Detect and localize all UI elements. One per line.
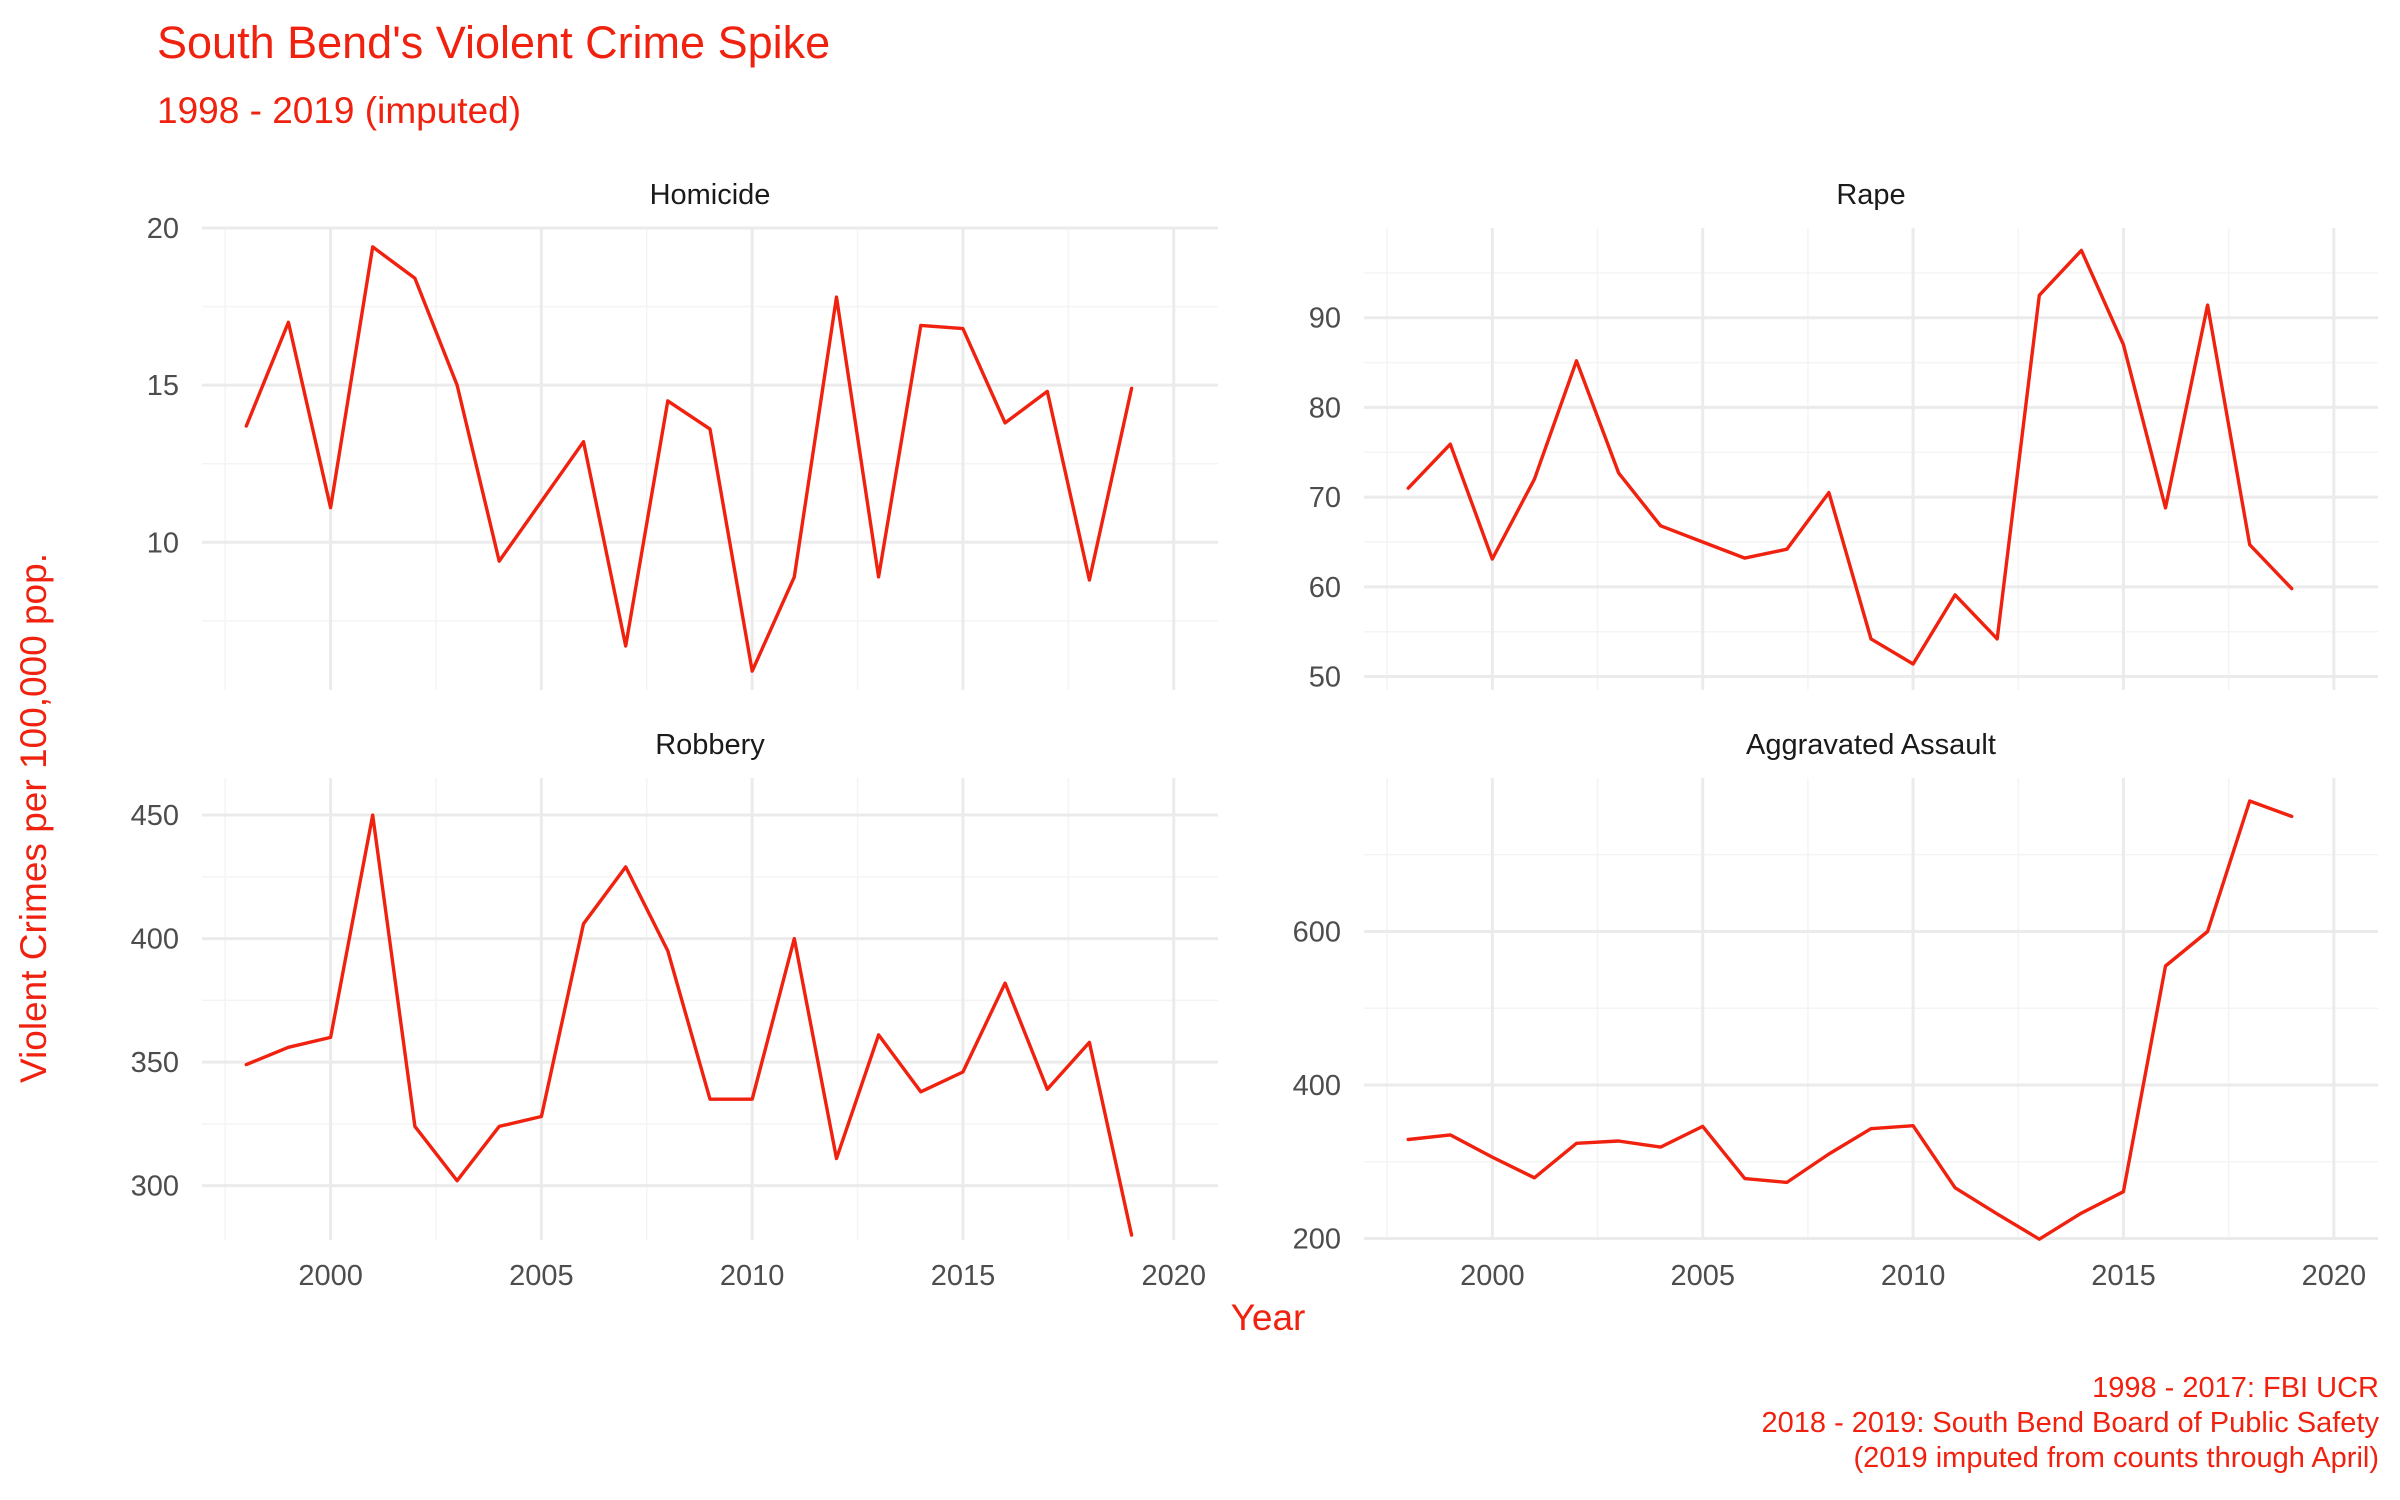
x-axis-title: Year — [1231, 1297, 1306, 1338]
facet-panels: 10 15 20 Homicide 50 60 70 80 90 Rape 300 350 400 450… — [131, 179, 2378, 1292]
x-tick-label: 2005 — [509, 1260, 574, 1292]
series-line-rape — [1406, 248, 2294, 666]
y-tick-label: 300 — [131, 1171, 179, 1203]
y-tick-label: 90 — [1309, 303, 1341, 335]
panel-rape: 50 60 70 80 90 Rape — [1309, 179, 2378, 694]
y-tick-label: 50 — [1309, 662, 1341, 694]
y-tick-label: 400 — [131, 924, 179, 956]
y-tick-label: 70 — [1309, 482, 1341, 514]
facet-label-rape: Rape — [1836, 179, 1905, 211]
caption-line-3: (2019 imputed from counts through April) — [1854, 1442, 2380, 1474]
x-tick-label: 2015 — [2091, 1260, 2156, 1292]
x-tick-label: 2010 — [720, 1260, 785, 1292]
panel-robbery: 300 350 400 450 2000 2005 2010 2015 2020 Robbery — [131, 729, 1218, 1292]
x-tick-label: 2000 — [298, 1260, 363, 1292]
x-tick-label: 2000 — [1460, 1260, 1525, 1292]
panel-aggravated-assault: 200 400 600 2000 2005 2010 2015 2020 Aggravated … — [1293, 729, 2378, 1292]
facet-label-robbery: Robbery — [655, 729, 765, 761]
x-tick-label: 2005 — [1670, 1260, 1735, 1292]
series-line-robbery — [244, 813, 1134, 1237]
x-tick-label: 2020 — [1141, 1260, 1206, 1292]
facet-label-homicide: Homicide — [650, 179, 771, 211]
y-tick-label: 600 — [1293, 916, 1341, 948]
y-axis-title: Violent Crimes per 100,000 pop. — [13, 553, 54, 1083]
facet-label-aggravated-assault: Aggravated Assault — [1746, 729, 1996, 761]
chart-title: South Bend's Violent Crime Spike — [157, 17, 830, 68]
y-tick-label: 200 — [1293, 1223, 1341, 1255]
y-tick-label: 20 — [147, 213, 179, 245]
x-tick-label: 2020 — [2302, 1260, 2367, 1292]
y-tick-label: 450 — [131, 800, 179, 832]
y-tick-label: 350 — [131, 1047, 179, 1079]
x-tick-label: 2010 — [1881, 1260, 1946, 1292]
series-line-homicide — [244, 245, 1134, 673]
series-line-aggravated-assault — [1406, 799, 2294, 1241]
panel-homicide: 10 15 20 Homicide — [147, 179, 1218, 690]
y-tick-label: 15 — [147, 370, 179, 402]
caption-line-1: 1998 - 2017: FBI UCR — [2092, 1372, 2379, 1404]
y-tick-label: 10 — [147, 527, 179, 559]
y-tick-label: 80 — [1309, 392, 1341, 424]
x-tick-label: 2015 — [931, 1260, 996, 1292]
y-tick-label: 400 — [1293, 1070, 1341, 1102]
chart-subtitle: 1998 - 2019 (imputed) — [157, 90, 521, 131]
caption-line-2: 2018 - 2019: South Bend Board of Public … — [1762, 1407, 2380, 1439]
y-tick-label: 60 — [1309, 572, 1341, 604]
